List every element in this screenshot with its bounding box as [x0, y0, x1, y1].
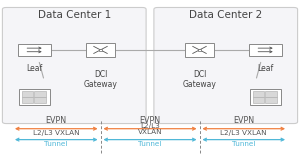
- Text: Leaf: Leaf: [257, 64, 274, 73]
- FancyBboxPatch shape: [250, 89, 281, 105]
- Text: Tunnel: Tunnel: [44, 141, 68, 147]
- FancyBboxPatch shape: [34, 97, 46, 103]
- FancyBboxPatch shape: [266, 97, 277, 103]
- FancyBboxPatch shape: [18, 44, 51, 56]
- FancyBboxPatch shape: [154, 7, 298, 124]
- FancyBboxPatch shape: [86, 43, 115, 56]
- FancyBboxPatch shape: [249, 44, 282, 56]
- Text: Tunnel: Tunnel: [138, 141, 162, 147]
- Text: EVPN: EVPN: [140, 116, 160, 125]
- FancyBboxPatch shape: [253, 91, 264, 97]
- Text: L2/L3 VXLAN: L2/L3 VXLAN: [33, 130, 80, 136]
- Text: Tunnel: Tunnel: [232, 141, 255, 147]
- FancyBboxPatch shape: [198, 49, 201, 51]
- FancyBboxPatch shape: [185, 43, 214, 56]
- Text: L2/L3 VXLAN: L2/L3 VXLAN: [220, 130, 267, 136]
- FancyBboxPatch shape: [22, 91, 33, 97]
- Text: L2/L3
VXLAN: L2/L3 VXLAN: [138, 123, 162, 135]
- Text: DCI
Gateway: DCI Gateway: [84, 70, 117, 89]
- FancyBboxPatch shape: [34, 91, 46, 97]
- Text: DCI
Gateway: DCI Gateway: [183, 70, 216, 89]
- FancyBboxPatch shape: [2, 7, 146, 124]
- Text: Leaf: Leaf: [26, 64, 43, 73]
- FancyBboxPatch shape: [99, 49, 102, 51]
- FancyBboxPatch shape: [22, 97, 33, 103]
- Text: Data Center 1: Data Center 1: [38, 10, 111, 20]
- Text: Data Center 2: Data Center 2: [189, 10, 262, 20]
- FancyBboxPatch shape: [19, 89, 50, 105]
- Text: EVPN: EVPN: [46, 116, 67, 125]
- Text: EVPN: EVPN: [233, 116, 254, 125]
- FancyBboxPatch shape: [253, 97, 264, 103]
- FancyBboxPatch shape: [266, 91, 277, 97]
